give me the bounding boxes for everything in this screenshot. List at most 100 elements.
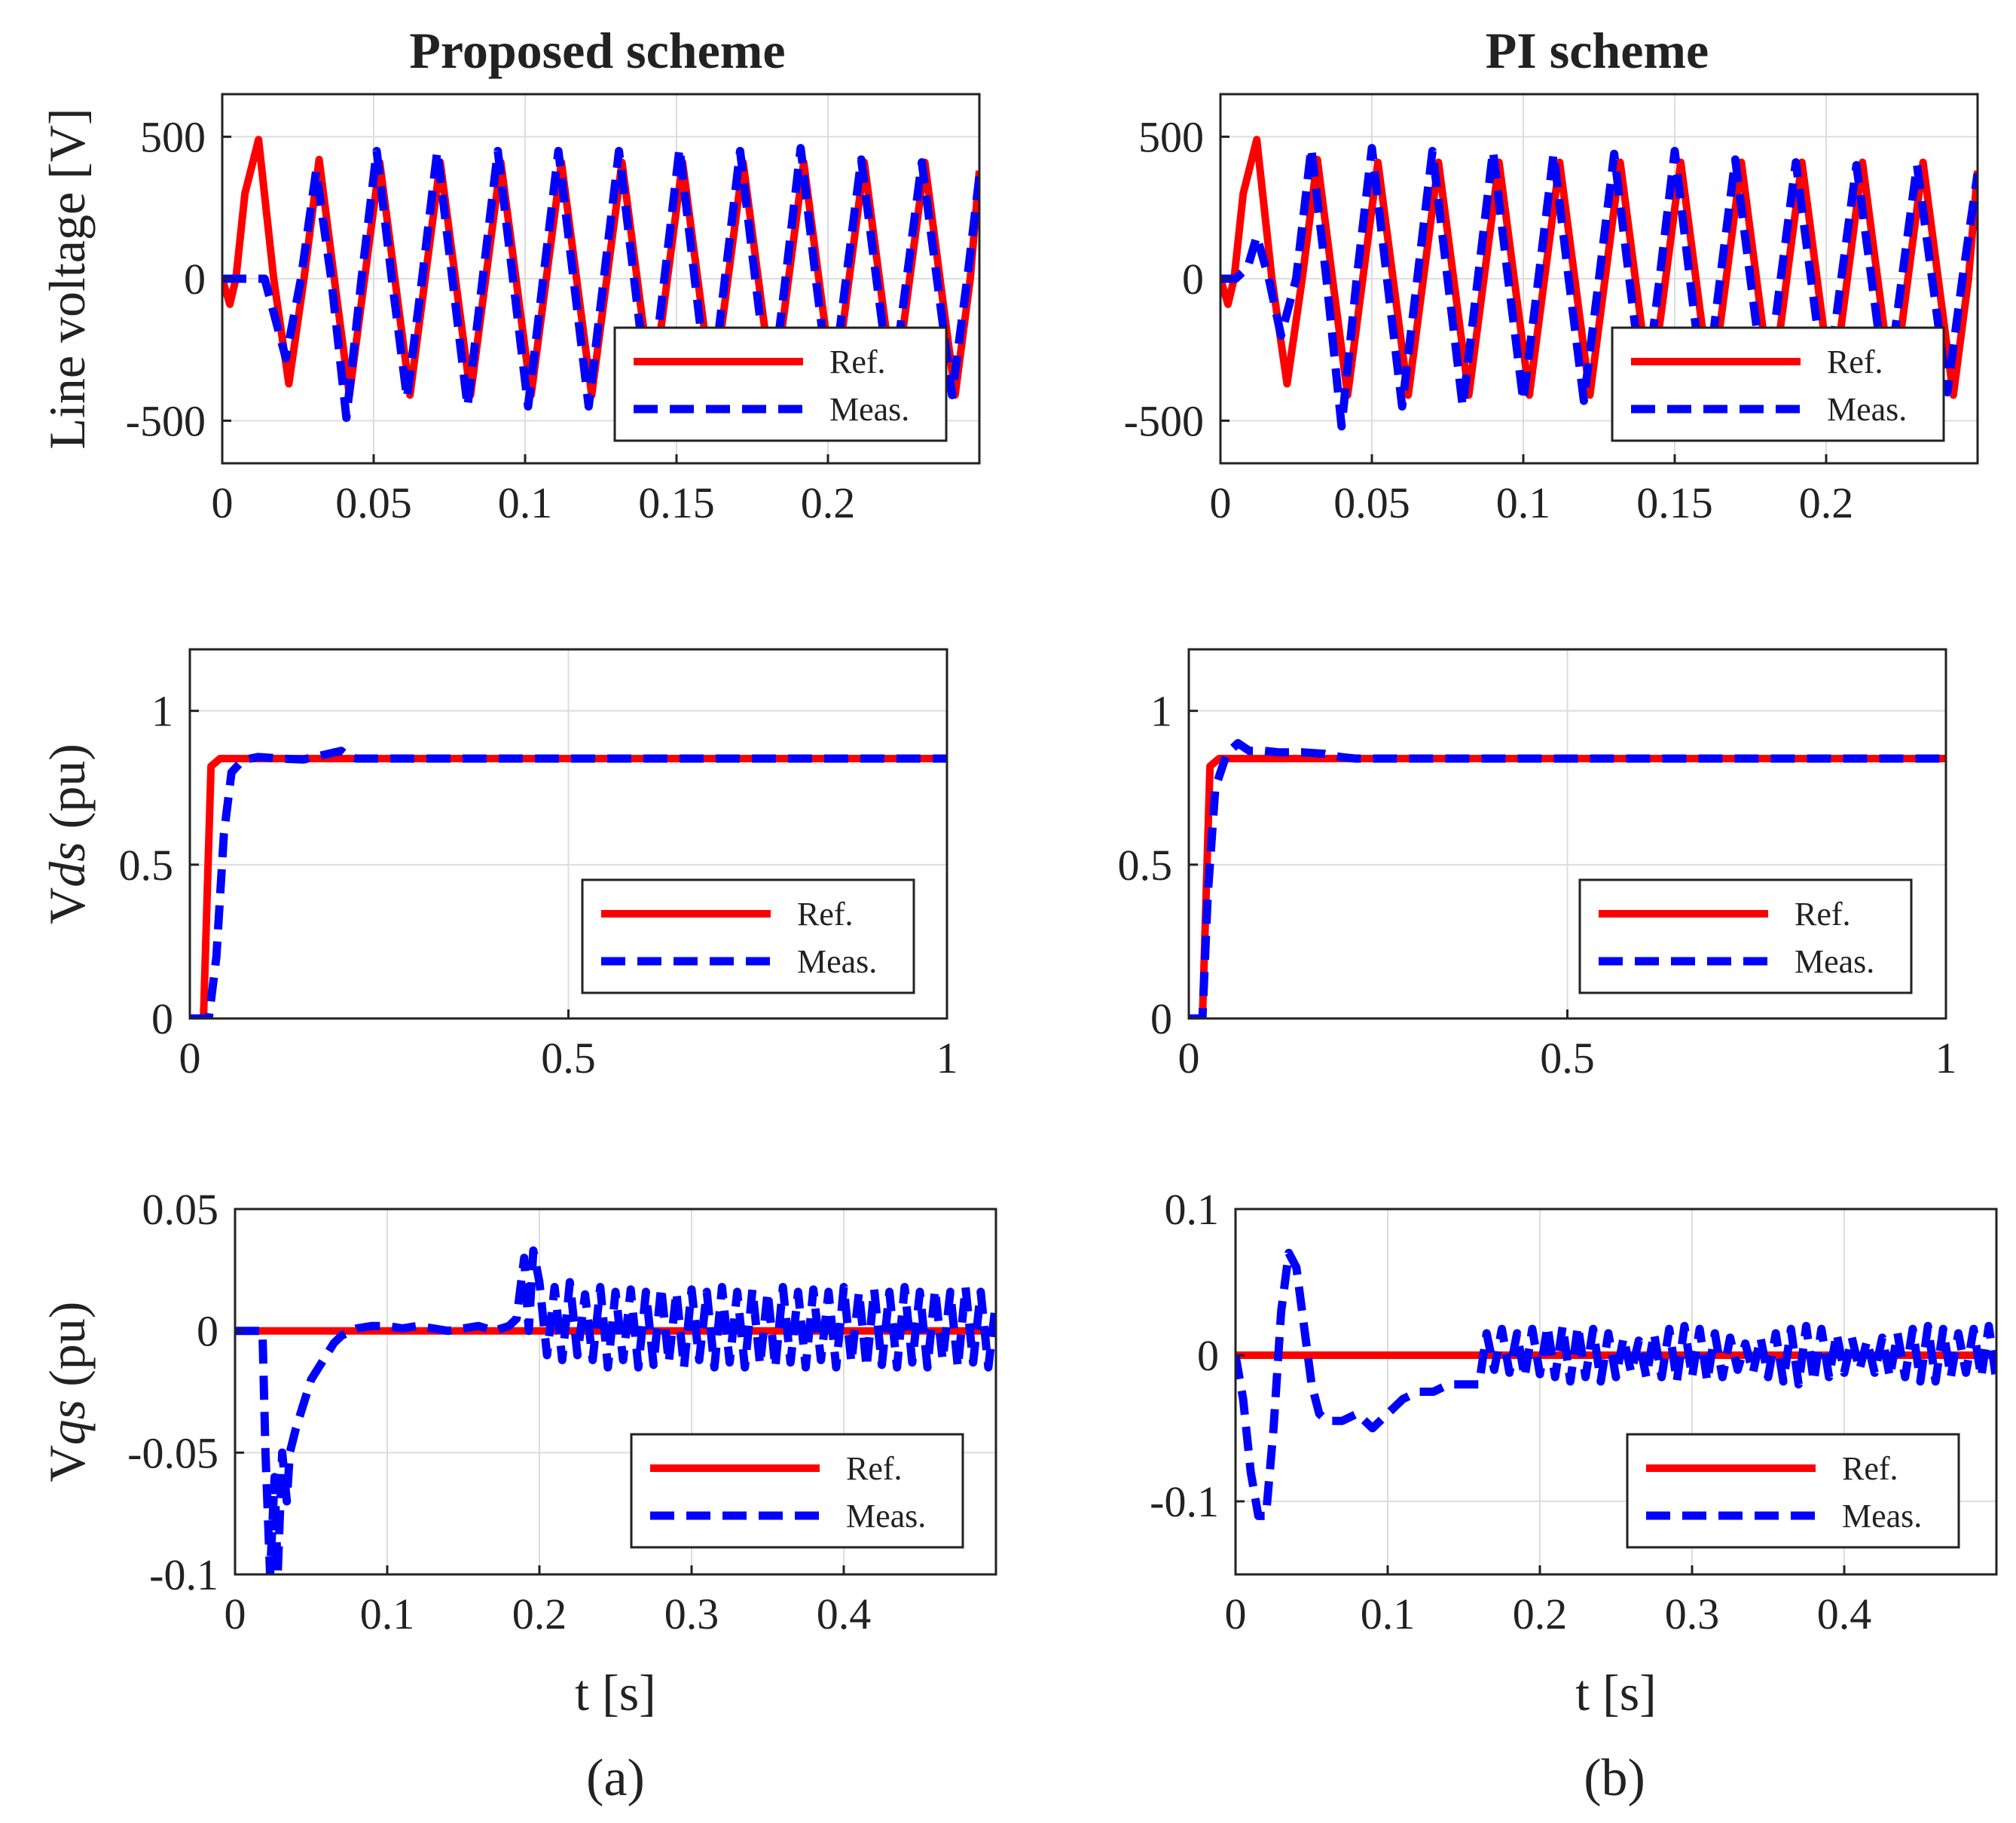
legend: Ref. Meas.	[613, 326, 948, 442]
legend-ref-label: Ref.	[1827, 344, 1883, 380]
x-tick-label: 0.1	[1496, 478, 1551, 527]
x-tick-label: 0.2	[1513, 1589, 1568, 1638]
plot-vqs-proposed: 0 0.1 0.2 0.3 0.4 -0.1 -0.05 0 0.05 Vqs (pu) t [s]…	[38, 1185, 997, 1721]
series-meas-line	[1220, 144, 1978, 431]
y-tick-label: 0.5	[119, 841, 174, 890]
plot-vqs-pi: 0 0.1 0.2 0.3 0.4 -0.1 0 0.1 t [s] Ref. Meas.	[1150, 1185, 1998, 1721]
x-tick-label: 0.2	[1799, 478, 1854, 527]
x-tick-label: 0	[225, 1589, 246, 1638]
series-group	[235, 1246, 996, 1574]
series-group	[1189, 739, 1946, 1018]
x-tick-label: 0.1	[1361, 1589, 1416, 1638]
x-tick-label: 0.3	[1665, 1589, 1720, 1638]
legend-meas-label: Meas.	[829, 391, 909, 428]
y-tick-label: 0	[184, 255, 206, 304]
x-tick-label: 0.4	[817, 1589, 872, 1638]
x-tick-label: 0.5	[541, 1034, 596, 1083]
legend: Ref. Meas.	[581, 878, 915, 994]
legend-ref-label: Ref.	[846, 1450, 903, 1487]
legend: Ref. Meas.	[630, 1433, 964, 1549]
x-tick-label: 0.15	[638, 478, 715, 527]
x-axis-label: t [s]	[575, 1664, 656, 1721]
y-tick-label: 500	[1138, 113, 1204, 162]
x-tick-label: 0.05	[335, 478, 412, 527]
legend: Ref. Meas.	[1578, 878, 1913, 994]
legend-meas-label: Meas.	[1827, 391, 1907, 428]
y-tick-label: -0.1	[149, 1550, 218, 1599]
x-tick-label: 0.2	[801, 478, 856, 527]
series-meas-line	[190, 747, 947, 1018]
y-tick-label: -0.1	[1150, 1477, 1219, 1526]
series-group	[1236, 1248, 1996, 1520]
caption-a: (a)	[586, 1749, 645, 1807]
legend-meas-label: Meas.	[1842, 1498, 1922, 1534]
column-title-a: Proposed scheme	[409, 22, 785, 79]
x-tick-label: 0.1	[498, 478, 553, 527]
legend-meas-label: Meas.	[846, 1498, 926, 1534]
axes-box	[234, 1208, 997, 1576]
plot-vds-proposed: 0 0.5 1 0 0.5 1 Vds (pu) Ref. Meas.	[38, 648, 958, 1083]
series-meas-line	[1236, 1248, 1996, 1520]
x-tick-label: 0	[179, 1034, 201, 1083]
y-tick-label: 1	[1150, 687, 1172, 736]
y-tick-label: 0	[1182, 255, 1204, 304]
legend-box	[1626, 1433, 1960, 1549]
series-ref-line	[190, 755, 947, 1018]
legend-ref-label: Ref.	[797, 896, 854, 933]
y-axis-label: Vqs (pu)	[38, 1302, 96, 1483]
y-axis-label: Line voltage [V]	[38, 108, 96, 449]
y-tick-label: -500	[1124, 396, 1204, 445]
y-tick-label: 500	[140, 113, 206, 162]
x-tick-label: 0.05	[1333, 478, 1410, 527]
legend-box	[1611, 326, 1945, 442]
x-tick-label: 0	[1210, 478, 1232, 527]
legend-ref-label: Ref.	[829, 344, 886, 380]
x-tick-label: 0.2	[512, 1589, 567, 1638]
title-proposed-scheme: Proposed scheme	[409, 22, 785, 79]
title-pi-scheme: PI scheme	[1486, 22, 1709, 79]
plot-vds-pi: 0 0.5 1 0 0.5 1 Ref. Meas.	[1118, 648, 1957, 1083]
legend-box	[630, 1433, 964, 1549]
legend: Ref. Meas.	[1611, 326, 1945, 442]
y-tick-label: 0.1	[1165, 1185, 1220, 1234]
x-tick-label: 1	[936, 1034, 958, 1083]
column-title-b: PI scheme	[1486, 22, 1709, 79]
legend-meas-label: Meas.	[1795, 943, 1874, 980]
legend-meas-label: Meas.	[797, 943, 877, 980]
x-tick-label: 0	[212, 478, 234, 527]
caption-b: (b)	[1584, 1749, 1645, 1807]
x-tick-label: 0.1	[360, 1589, 415, 1638]
y-tick-label: 0	[1197, 1331, 1219, 1380]
series-ref-line	[1220, 136, 1978, 399]
axes-box	[1234, 1208, 1998, 1576]
series-group	[1220, 136, 1978, 431]
y-tick-label: 0.5	[1118, 841, 1173, 890]
legend-box	[1578, 878, 1913, 994]
series-meas-line	[222, 144, 979, 423]
x-tick-label: 1	[1935, 1034, 1957, 1083]
y-tick-label: -500	[126, 396, 206, 445]
y-tick-label: 0	[197, 1307, 218, 1356]
x-tick-label: 0.3	[664, 1589, 719, 1638]
y-tick-label: 0	[1150, 994, 1172, 1043]
legend-box	[613, 326, 948, 442]
legend-ref-label: Ref.	[1842, 1450, 1898, 1487]
legend: Ref. Meas.	[1626, 1433, 1960, 1549]
x-axis-label: t [s]	[1575, 1664, 1657, 1721]
x-tick-label: 0	[1178, 1034, 1200, 1083]
x-tick-label: 0	[1225, 1589, 1247, 1638]
series-meas-line	[235, 1246, 996, 1574]
x-tick-label: 0.15	[1636, 478, 1713, 527]
legend-box	[581, 878, 915, 994]
y-tick-label: 1	[151, 687, 173, 736]
y-tick-label: 0.05	[142, 1185, 219, 1234]
series-group	[222, 136, 979, 423]
x-tick-label: 0.5	[1540, 1034, 1595, 1083]
series-group	[190, 747, 947, 1018]
y-tick-label: 0	[151, 994, 173, 1043]
y-axis-label: Vds (pu)	[38, 744, 96, 924]
x-tick-label: 0.4	[1817, 1589, 1872, 1638]
